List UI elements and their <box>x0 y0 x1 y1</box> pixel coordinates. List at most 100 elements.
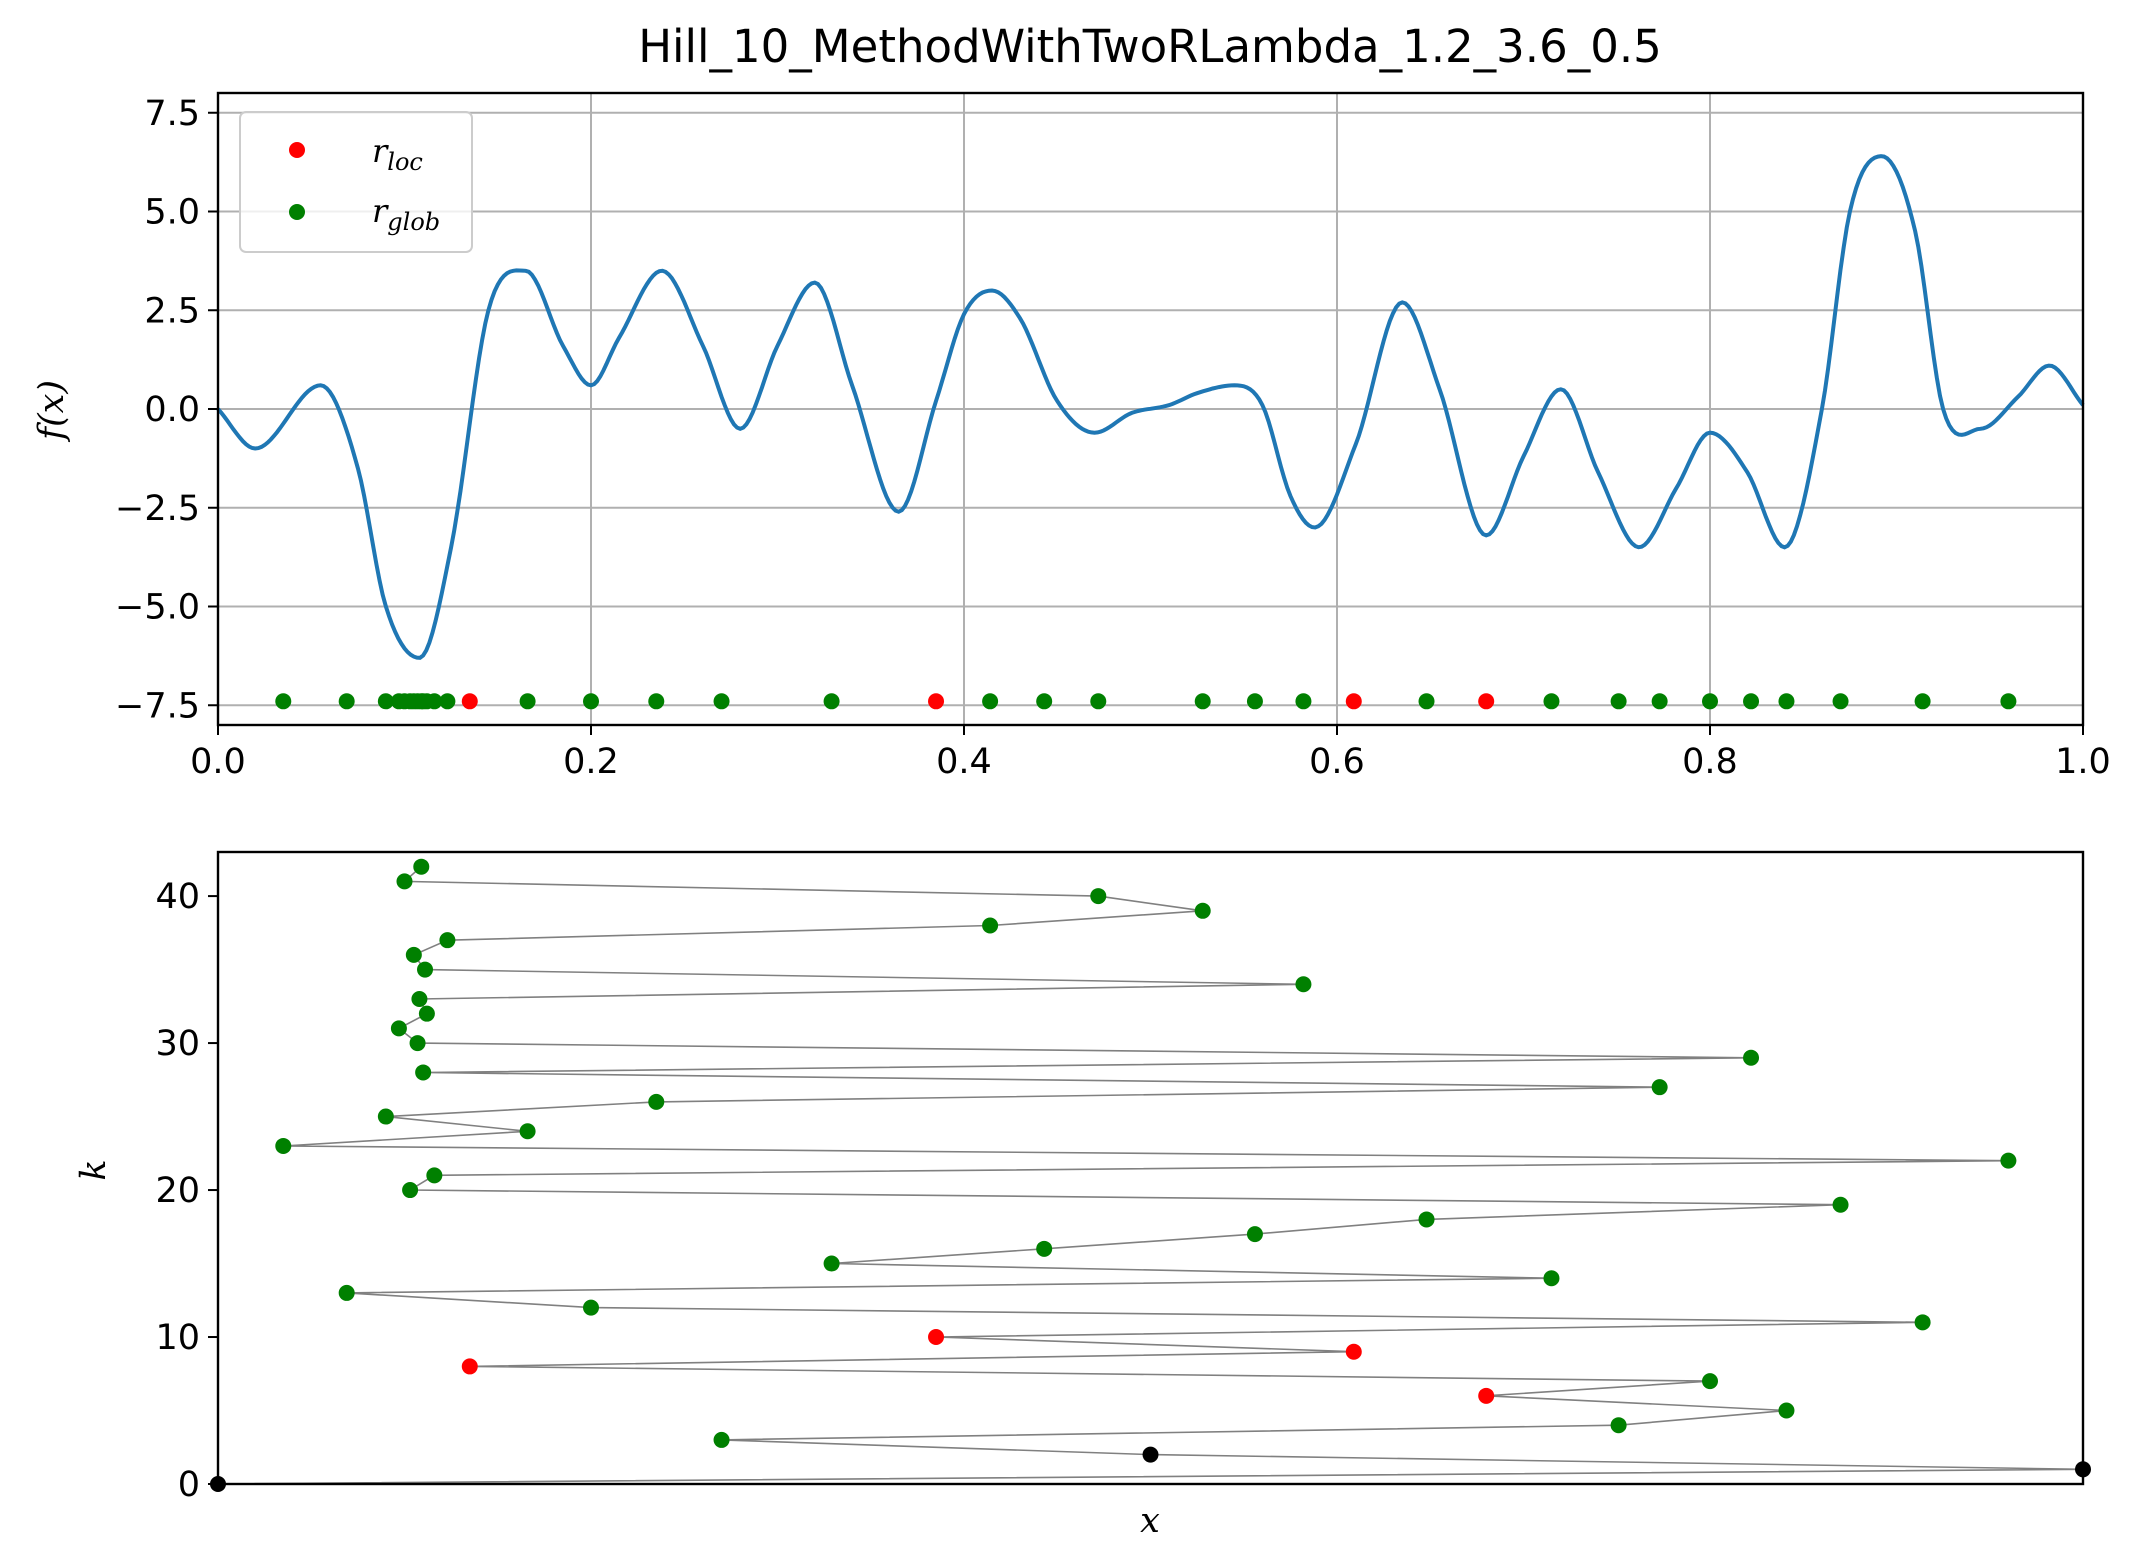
top-point-r-glob <box>982 693 999 710</box>
top-chart-title: Hill_10_MethodWithTwoRLambda_1.2_3.6_0.5 <box>638 20 1662 73</box>
trial-point <box>713 1431 730 1448</box>
trial-point <box>928 1329 945 1346</box>
trial-point <box>1543 1270 1560 1287</box>
top-points-group <box>275 693 2017 710</box>
trial-point <box>418 1005 435 1022</box>
trial-point <box>417 961 434 978</box>
top-y-tick-label: −2.5 <box>115 489 200 529</box>
top-point-r-glob <box>1543 693 1560 710</box>
top-point-r-glob <box>1651 693 1668 710</box>
top-point-r-glob <box>1702 693 1718 710</box>
top-point-r-glob <box>1036 693 1053 710</box>
top-y-tick-label: −7.5 <box>115 686 200 726</box>
trial-point <box>413 858 430 875</box>
legend-label-r-glob: rglob <box>372 192 440 236</box>
bottom-y-tick-label: 20 <box>155 1171 200 1211</box>
trial-point <box>439 932 456 949</box>
bottom-y-tick-label: 10 <box>155 1318 200 1358</box>
trial-point <box>1090 888 1107 905</box>
bottom-y-tick-label: 30 <box>155 1024 200 1064</box>
legend-label-r-loc-sub: loc <box>387 148 423 176</box>
bottom-points-group <box>210 858 2091 1492</box>
trial-point <box>1142 1446 1159 1463</box>
trial-point <box>1651 1079 1668 1096</box>
bottom-y-tick-label: 0 <box>178 1465 200 1505</box>
trial-point <box>583 1299 599 1316</box>
trial-point <box>396 873 413 890</box>
top-ticks-group: 0.0 0.2 0.4 0.6 0.8 1.0 7.5 5.0 2.5 0.0 −2.5 −5.0 −7… <box>115 94 2111 782</box>
trial-point <box>1702 1373 1718 1390</box>
top-point-r-glob <box>1090 693 1107 710</box>
top-axes-frame <box>216 91 2085 727</box>
top-x-tick-label: 0.0 <box>190 742 246 782</box>
bottom-chart: 40 30 20 10 0 k x <box>74 850 2091 1541</box>
legend-label-r-loc: rloc <box>372 132 423 176</box>
top-x-tick-label: 0.4 <box>936 742 992 782</box>
top-y-axis-label: f(x) <box>32 380 72 443</box>
legend-marker-r-loc <box>289 142 305 158</box>
trial-point <box>1478 1387 1495 1404</box>
top-point-r-loc <box>1478 693 1495 710</box>
trial-point <box>461 1358 478 1375</box>
top-point-r-glob <box>1832 693 1849 710</box>
trial-point <box>275 1137 292 1154</box>
top-y-axis-label-text: f(x) <box>32 380 72 443</box>
function-curve <box>216 154 2085 660</box>
top-chart: Hill_10_MethodWithTwoRLambda_1.2_3.6_0.5… <box>32 20 2111 782</box>
top-point-r-glob <box>439 693 456 710</box>
bottom-axes-frame <box>216 850 2085 1486</box>
bottom-y-tick-label: 40 <box>155 877 200 917</box>
trial-point <box>426 1167 443 1184</box>
trial-point <box>1418 1211 1435 1228</box>
top-point-r-glob <box>1418 693 1435 710</box>
trial-point <box>1743 1049 1760 1066</box>
trial-point <box>1246 1226 1263 1243</box>
legend-marker-r-glob <box>289 204 305 220</box>
bottom-y-axis-label: k <box>74 1159 114 1180</box>
bottom-x-axis-label: x <box>1140 1501 1160 1541</box>
trial-point <box>982 917 999 934</box>
top-point-r-loc <box>928 693 945 710</box>
top-point-r-glob <box>377 693 394 710</box>
bottom-y-axis-label-text: k <box>74 1159 114 1180</box>
top-y-tick-label: 7.5 <box>144 94 200 134</box>
top-point-r-glob <box>713 693 730 710</box>
legend: rloc rglob <box>239 111 473 253</box>
top-y-tick-label: 2.5 <box>144 291 200 331</box>
bottom-x-axis-label-text: x <box>1140 1501 1160 1541</box>
top-point-r-glob <box>1743 693 1760 710</box>
trial-point <box>519 1123 536 1140</box>
top-point-r-glob <box>1295 693 1312 710</box>
trial-point <box>1610 1417 1627 1434</box>
top-point-r-glob <box>1778 693 1795 710</box>
top-point-r-loc <box>1345 693 1362 710</box>
top-curve-group <box>216 154 2085 660</box>
legend-label-r-loc-main: r <box>372 132 389 170</box>
trial-point <box>648 1093 665 1110</box>
trial-point <box>411 990 428 1007</box>
trial-point <box>1295 976 1312 993</box>
top-point-r-glob <box>1194 693 1211 710</box>
top-point-r-glob <box>275 693 292 710</box>
top-x-tick-label: 0.2 <box>563 742 619 782</box>
top-x-tick-label: 1.0 <box>2055 742 2111 782</box>
top-point-r-glob <box>583 693 599 710</box>
trial-point <box>2000 1152 2017 1169</box>
trial-point <box>1778 1402 1795 1419</box>
trial-point <box>415 1064 432 1081</box>
top-y-tick-label: 5.0 <box>144 193 200 233</box>
top-y-tick-label: 0.0 <box>144 390 200 430</box>
top-point-r-glob <box>823 693 840 710</box>
bottom-ticks-group: 40 30 20 10 0 <box>155 877 218 1505</box>
legend-label-r-glob-sub: glob <box>387 208 440 236</box>
trial-point <box>1345 1343 1362 1360</box>
trial-point <box>377 1108 394 1125</box>
trial-point <box>390 1020 407 1037</box>
top-y-tick-label: −5.0 <box>115 588 200 628</box>
trial-point <box>823 1255 840 1272</box>
top-point-r-glob <box>648 693 665 710</box>
top-x-tick-label: 0.8 <box>1682 742 1738 782</box>
top-point-r-loc <box>461 693 478 710</box>
